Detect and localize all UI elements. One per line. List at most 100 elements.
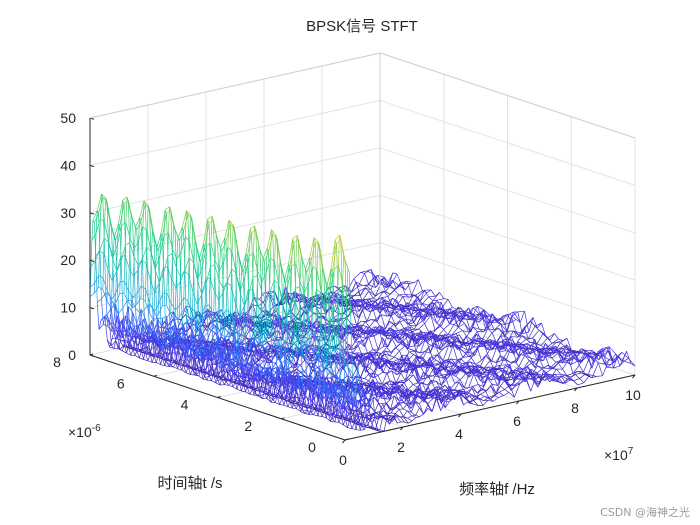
surface-edge xyxy=(111,345,115,349)
surface-edge xyxy=(125,333,129,348)
grid-line xyxy=(379,147,636,234)
surface-edge xyxy=(115,293,121,304)
surface-edge xyxy=(121,222,127,226)
grid-line xyxy=(89,147,381,214)
surface-edge xyxy=(366,306,374,310)
surface-edge xyxy=(172,318,178,333)
surface-edge xyxy=(90,240,93,267)
surface-edge xyxy=(370,269,378,284)
surface-edge xyxy=(124,222,127,256)
surface-edge xyxy=(364,301,370,308)
surface-edge xyxy=(111,322,114,332)
surface-edge xyxy=(314,312,320,315)
surface-edge xyxy=(136,349,142,352)
surface-edge xyxy=(458,326,463,331)
surface-edge xyxy=(408,345,415,348)
surface-edge xyxy=(162,304,167,307)
surface-edge xyxy=(169,206,175,226)
surface-edge xyxy=(157,283,160,306)
surface-edge xyxy=(235,274,237,305)
surface-edge xyxy=(364,287,371,291)
surface-edge xyxy=(274,290,280,305)
surface-edge xyxy=(126,306,129,334)
surface-edge xyxy=(174,229,177,269)
surface-edge xyxy=(98,286,103,290)
surface-edge xyxy=(294,315,299,320)
surface-edge xyxy=(474,318,480,330)
surface-edge xyxy=(230,286,232,313)
surface-edge xyxy=(308,312,315,319)
surface-edge xyxy=(392,279,400,286)
surface-edge xyxy=(119,292,125,295)
surface-edge xyxy=(98,275,104,279)
surface-edge xyxy=(124,330,130,337)
surface-edge xyxy=(115,281,121,294)
surface-edge xyxy=(213,291,219,300)
surface-edge xyxy=(135,307,141,314)
surface-edge xyxy=(137,265,141,314)
surface-edge xyxy=(396,283,404,289)
surface-edge xyxy=(104,317,108,341)
surface-edge xyxy=(374,282,382,297)
grid-line xyxy=(379,194,636,281)
surface-edge xyxy=(130,299,136,309)
surface-edge xyxy=(145,353,149,361)
surface-edge xyxy=(103,238,107,293)
surface-edge xyxy=(424,289,429,298)
surface-edge xyxy=(372,297,378,301)
surface-edge xyxy=(142,324,148,335)
surface-edge xyxy=(228,381,232,386)
surface-edge xyxy=(151,231,153,254)
surface-edge xyxy=(101,299,104,325)
surface-edge xyxy=(123,344,127,354)
surface-edge xyxy=(353,272,361,279)
surface-edge xyxy=(106,290,112,300)
surface-edge xyxy=(106,300,112,309)
surface-edge xyxy=(220,318,226,320)
surface-edge xyxy=(163,232,169,236)
surface-edge xyxy=(158,255,161,284)
surface-edge xyxy=(91,219,94,241)
surface-edge xyxy=(328,300,333,302)
surface-edge xyxy=(120,330,125,338)
surface-edge xyxy=(387,285,395,290)
surface-edge xyxy=(386,338,393,348)
surface-edge xyxy=(118,200,124,224)
surface-edge xyxy=(217,299,219,323)
surface-edge xyxy=(346,317,352,324)
surface-edge xyxy=(351,291,359,298)
surface-edge xyxy=(443,329,449,336)
surface-edge xyxy=(126,300,130,337)
surface-edge xyxy=(381,282,387,292)
surface-edge xyxy=(224,321,229,326)
surface-edge xyxy=(134,226,136,249)
surface-edge xyxy=(257,301,264,307)
surface-edge xyxy=(115,271,117,294)
surface-edge xyxy=(102,289,108,301)
surface-edge xyxy=(402,296,410,298)
surface-edge xyxy=(112,237,115,257)
surface-edge xyxy=(111,340,117,346)
surface-edge xyxy=(207,309,213,316)
surface-edge xyxy=(210,332,216,342)
surface-edge xyxy=(123,200,129,204)
surface-edge xyxy=(215,326,221,341)
surface-edge xyxy=(425,336,432,339)
surface-edge xyxy=(109,296,113,332)
surface-edge xyxy=(360,272,365,274)
surface-edge xyxy=(304,364,310,373)
surface-edge xyxy=(106,201,112,226)
surface-edge xyxy=(109,346,115,349)
surface-edge xyxy=(122,300,128,309)
surface-edge xyxy=(132,312,136,331)
surface-edge xyxy=(208,376,212,381)
surface-edge xyxy=(400,280,408,283)
surface-edge xyxy=(136,297,142,305)
surface-edge xyxy=(117,223,119,245)
surface-edge xyxy=(103,237,109,243)
surface-edge xyxy=(122,308,125,331)
surface-edge xyxy=(128,268,130,292)
surface-edge xyxy=(263,291,270,303)
surface-edge xyxy=(123,255,126,282)
surface-edge xyxy=(132,218,135,257)
